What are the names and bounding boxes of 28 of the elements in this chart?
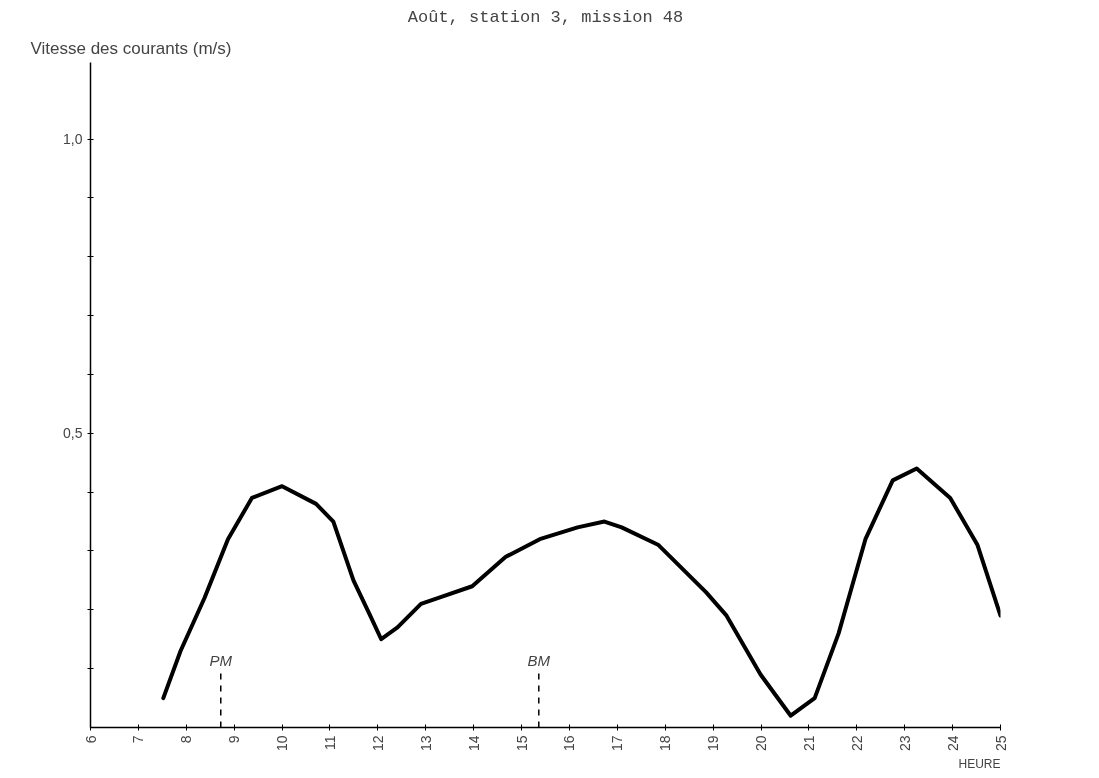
x-axis-title: HEURE (958, 756, 1001, 771)
chart-title: Août, station 3, mission 48 (407, 7, 684, 27)
x-tick-label: 17 (609, 735, 626, 752)
x-tick-label: 25 (992, 735, 1009, 752)
x-tick-label: 16 (561, 735, 578, 752)
ref-line-label: PM (209, 651, 233, 669)
x-tick-label: 6 (82, 735, 99, 744)
x-tick-label: 12 (369, 735, 386, 752)
y-tick-label: 0,5 (63, 425, 83, 442)
x-tick-label: 24 (944, 735, 961, 752)
x-tick-label: 14 (465, 735, 482, 752)
x-tick-label: 20 (753, 735, 770, 752)
x-tick-label: 15 (513, 735, 530, 752)
y-tick-label: 1,0 (63, 131, 83, 147)
y-axis-title: Vitesse des courants (m/s) (30, 38, 232, 58)
line-series (161, 466, 1001, 718)
x-tick-label: 11 (321, 735, 338, 751)
x-tick-label: 22 (848, 735, 865, 752)
x-tick-label: 23 (896, 735, 913, 752)
x-tick-label: 9 (226, 735, 243, 744)
x-tick-label: 7 (130, 735, 147, 744)
ref-line-label: BM (527, 651, 551, 669)
x-tick-label: 19 (705, 735, 722, 752)
x-tick-label: 21 (800, 735, 817, 752)
x-tick-label: 18 (657, 735, 674, 752)
x-tick-label: 8 (178, 735, 195, 744)
x-tick-label: 13 (417, 735, 434, 752)
x-tick-label: 10 (274, 735, 291, 752)
